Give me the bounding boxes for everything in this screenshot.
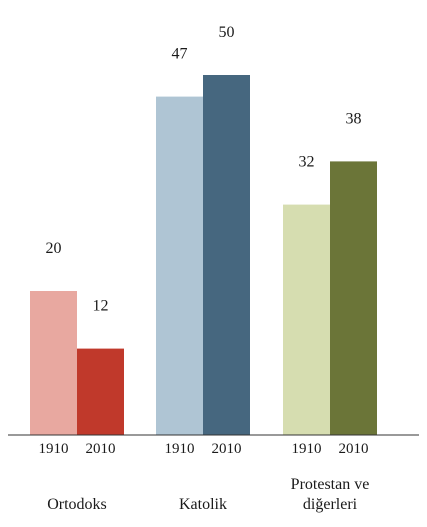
data-label-2-2010: 38 <box>346 110 362 127</box>
bar-1-1910 <box>156 96 203 435</box>
bar-0-2010 <box>77 348 124 435</box>
tick-label-0-1910: 1910 <box>39 441 69 457</box>
data-label-1-1910: 47 <box>172 46 188 63</box>
data-label-0-1910: 20 <box>46 240 62 257</box>
bar-0-1910 <box>30 291 77 435</box>
tick-label-1-2010: 2010 <box>212 441 242 457</box>
data-label-0-2010: 12 <box>93 298 109 315</box>
bars-layer <box>30 75 377 435</box>
tick-label-1-1910: 1910 <box>165 441 195 457</box>
bar-2-1910 <box>283 204 330 435</box>
tick-label-0-2010: 2010 <box>86 441 116 457</box>
group-label-0-line-0: Ortodoks <box>47 496 107 513</box>
bar-1-2010 <box>203 75 250 435</box>
data-label-1-2010: 50 <box>219 24 235 41</box>
tick-label-2-1910: 1910 <box>292 441 322 457</box>
bar-2-2010 <box>330 161 377 435</box>
group-label-2-line-0: Protestan ve <box>291 476 370 493</box>
group-label-1-line-0: Katolik <box>179 496 227 513</box>
group-label-2-line-1: diğerleri <box>303 496 358 513</box>
tick-label-2-2010: 2010 <box>339 441 369 457</box>
data-label-2-1910: 32 <box>299 154 315 171</box>
labels-layer: 20 1910 12 2010 Ortodoks 47 1910 50 2010 Katolik 3… <box>39 24 370 513</box>
